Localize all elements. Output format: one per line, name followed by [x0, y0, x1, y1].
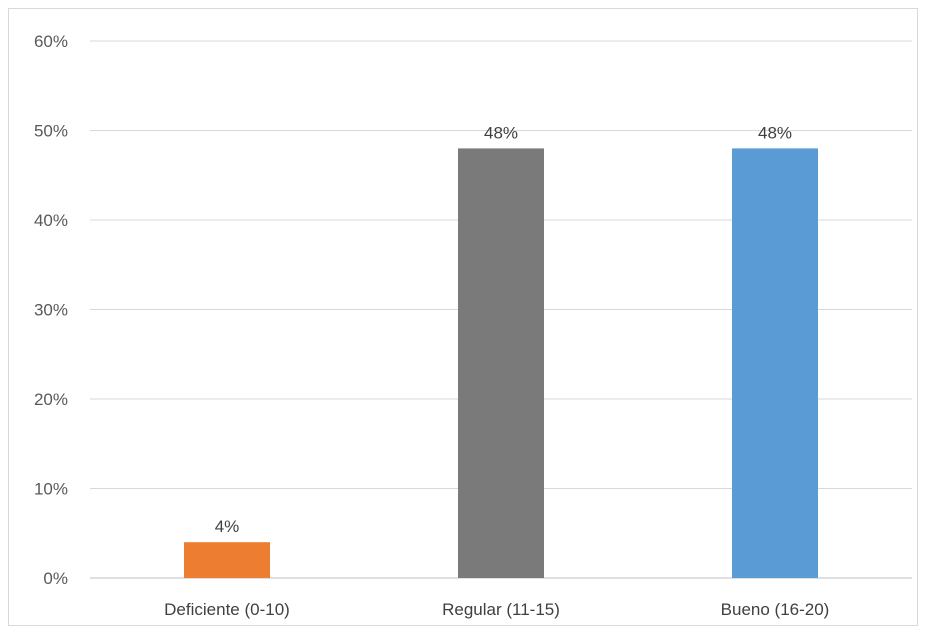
y-tick-label: 20% — [34, 390, 68, 409]
y-tick-label: 10% — [34, 480, 68, 499]
data-label: 48% — [758, 123, 792, 142]
bar — [458, 148, 544, 578]
bar — [732, 148, 818, 578]
bars — [184, 148, 818, 578]
data-labels: 4% 48% 48% — [215, 123, 792, 536]
y-tick-label: 50% — [34, 122, 68, 141]
data-label: 48% — [484, 123, 518, 142]
y-tick-label: 30% — [34, 301, 68, 320]
category-label: Deficiente (0-10) — [164, 600, 290, 619]
data-label: 4% — [215, 517, 240, 536]
y-tick-label: 0% — [43, 569, 68, 588]
y-axis-tick-labels: 0% 10% 20% 30% 40% 50% 60% — [34, 32, 68, 588]
x-axis-category-labels: Deficiente (0-10) Regular (11-15) Bueno (1… — [164, 600, 829, 619]
category-label: Regular (11-15) — [442, 600, 560, 619]
y-tick-label: 60% — [34, 32, 68, 51]
bar — [184, 542, 270, 578]
category-label: Bueno (16-20) — [721, 600, 830, 619]
y-tick-label: 40% — [34, 211, 68, 230]
